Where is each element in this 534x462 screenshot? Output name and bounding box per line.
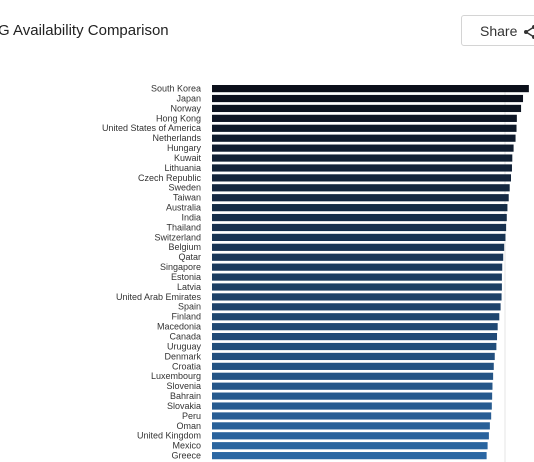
bar-sweden[interactable] [212,184,510,192]
category-label: Spain [178,302,201,312]
category-label: Norway [170,103,201,113]
category-label: Lithuania [164,163,201,173]
bar-peru[interactable] [212,412,492,420]
category-label: Australia [166,203,201,213]
category-label: United States of America [102,123,201,133]
bar-taiwan[interactable] [212,194,509,202]
bar-australia[interactable] [212,204,508,212]
bar-mexico[interactable] [212,442,488,450]
category-label: Uruguay [167,341,202,351]
bar-canada[interactable] [212,333,498,341]
category-label: United Arab Emirates [116,292,202,302]
bar-luxembourg[interactable] [212,372,494,380]
category-label: Hungary [167,143,202,153]
bar-netherlands[interactable] [212,134,516,142]
bar-finland[interactable] [212,313,500,321]
bar-thailand[interactable] [212,223,507,232]
category-label: Taiwan [173,193,201,203]
category-label: India [181,212,201,222]
category-label: Peru [182,411,201,421]
bar-united-arab-emirates[interactable] [212,293,502,301]
category-label: Netherlands [152,133,201,143]
bar-south-korea[interactable] [212,85,529,93]
category-label: South Korea [151,84,201,94]
bar-qatar[interactable] [212,253,504,261]
category-label: Belgium [168,242,201,252]
category-label: Estonia [171,272,201,282]
bar-bahrain[interactable] [212,392,493,400]
category-label: Slovakia [167,401,201,411]
share-button-label: Share [480,23,518,39]
category-label: Macedonia [157,322,201,332]
category-label: Slovenia [166,381,201,391]
bar-kuwait[interactable] [212,154,513,162]
category-label: Mexico [172,441,201,451]
category-label: Japan [176,93,201,103]
bar-oman[interactable] [212,422,490,430]
bar-switzerland[interactable] [212,233,506,241]
category-label: Denmark [164,351,201,361]
bar-singapore[interactable] [212,263,503,271]
bar-japan[interactable] [212,94,524,103]
bar-macedonia[interactable] [212,323,498,331]
bar-united-kingdom[interactable] [212,432,489,440]
category-label: Latvia [177,282,201,292]
category-label: Switzerland [154,232,201,242]
category-label: Czech Republic [138,173,202,183]
bar-lithuania[interactable] [212,164,512,172]
category-label: Oman [176,421,201,431]
category-label: Hong Kong [156,113,201,123]
category-label: Croatia [172,361,201,371]
category-label: United Kingdom [137,431,201,441]
bar-czech-republic[interactable] [212,174,511,182]
bar-hong-kong[interactable] [212,114,517,122]
bar-united-states-of-america[interactable] [212,124,517,132]
category-label: Finland [171,312,201,322]
category-label: Singapore [160,262,201,272]
bar-latvia[interactable] [212,283,502,291]
category-label: Bahrain [170,391,201,401]
share-icon [524,25,534,39]
bar-denmark[interactable] [212,352,495,361]
category-label: Qatar [178,252,201,262]
category-label: Canada [169,332,201,342]
bar-slovakia[interactable] [212,402,492,410]
category-label: Kuwait [174,153,202,163]
category-label: Sweden [168,183,201,193]
bar-india[interactable] [212,213,507,222]
bar-norway[interactable] [212,104,522,113]
category-label: Greece [171,451,201,461]
bar-croatia[interactable] [212,362,494,370]
bar-spain[interactable] [212,303,501,311]
bar-estonia[interactable] [212,273,502,281]
share-button[interactable]: Share [461,15,534,46]
bar-greece[interactable] [212,452,487,460]
bar-belgium[interactable] [212,243,505,251]
category-label: Luxembourg [151,371,201,381]
bar-slovenia[interactable] [212,382,493,390]
bar-hungary[interactable] [212,144,514,152]
chart-title: G Availability Comparison [0,22,169,39]
category-label: Thailand [166,222,201,232]
bar-uruguay[interactable] [212,342,497,351]
